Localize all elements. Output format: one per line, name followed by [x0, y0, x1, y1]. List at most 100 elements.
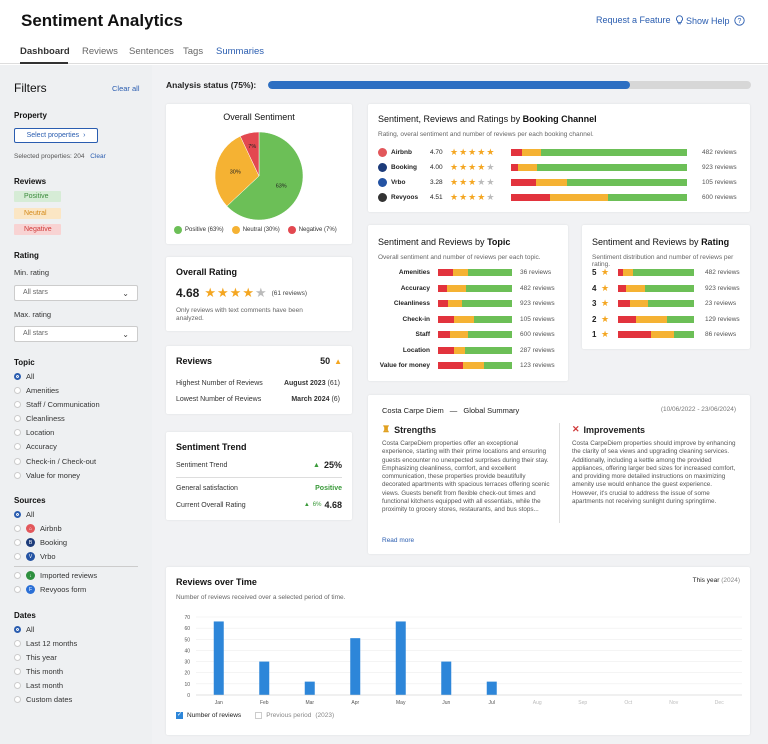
star-icon: ★ — [459, 162, 468, 172]
trend-value-row: ▲ 25% — [313, 460, 342, 470]
request-feature-link[interactable]: Request a Feature — [596, 15, 684, 25]
date-radio-this-year[interactable]: This year — [14, 653, 57, 662]
strengths-title: Strengths — [394, 424, 437, 435]
topic-label: Check-in / Check-out — [26, 457, 97, 466]
star-icon: ★ — [601, 329, 610, 339]
sentiment-bar — [618, 300, 694, 307]
legend-previous[interactable]: Previous period (2023) — [255, 712, 334, 719]
star-icon: ★ — [477, 147, 486, 157]
airbnb-icon — [378, 148, 387, 157]
topic-label: Location — [26, 428, 55, 437]
date-radio-custom[interactable]: Custom dates — [14, 695, 72, 704]
rating-reviews: 86 reviews — [705, 331, 737, 338]
source-label: All — [26, 510, 35, 519]
topic-heading: Topic — [14, 358, 35, 367]
title-prefix: Sentiment and Reviews by — [592, 237, 702, 247]
satisfaction-value: Positive — [315, 485, 342, 492]
star-icon: ★ — [204, 285, 217, 300]
clear-all-link[interactable]: Clear all — [112, 84, 140, 93]
topic-radio-accuracy[interactable]: Accuracy — [14, 442, 57, 451]
star-icon: ★ — [601, 313, 610, 324]
topic-radio-location[interactable]: Location — [14, 428, 54, 437]
period-selector[interactable]: This year (2024) — [693, 577, 740, 584]
selected-clear-link[interactable]: Clear — [90, 153, 106, 160]
pie-label: 63% — [276, 184, 287, 190]
topic-radio-checkin[interactable]: Check-in / Check-out — [14, 457, 96, 466]
divider — [176, 477, 342, 478]
sentiment-bar — [511, 194, 687, 201]
tab-dashboard[interactable]: Dashboard — [20, 46, 70, 57]
tab-reviews[interactable]: Reviews — [82, 46, 118, 57]
active-tab-indicator — [20, 62, 68, 64]
select-properties-button[interactable]: Select properties › — [14, 128, 98, 143]
radio-icon — [14, 472, 21, 479]
source-label: Vrbo — [40, 552, 56, 561]
date-radio-this-month[interactable]: This month — [14, 667, 63, 676]
topic-radio-amenities[interactable]: Amenities — [14, 386, 59, 395]
sentiment-pie-chart: 63% 30% 7% — [214, 131, 304, 221]
radio-icon — [14, 586, 21, 593]
show-help-link[interactable]: Show Help ? — [686, 15, 745, 26]
sentiment-bar — [438, 284, 512, 292]
source-radio-revyoos[interactable]: F Revyoos form — [14, 585, 86, 594]
topic-label: All — [26, 372, 35, 381]
star-icon: ★ — [229, 285, 242, 300]
topic-radio-value[interactable]: Value for money — [14, 471, 80, 480]
pie-label: 7% — [248, 144, 256, 150]
improvements-heading: ✕ Improvements — [572, 424, 645, 435]
chip-neutral[interactable]: Neutral — [14, 208, 61, 219]
channel-name: Airbnb — [391, 149, 412, 156]
radio-icon — [14, 443, 21, 450]
source-label: Airbnb — [40, 524, 62, 533]
topic-radio-cleanliness[interactable]: Cleanliness — [14, 414, 65, 423]
source-radio-airbnb[interactable]: ⌂ Airbnb — [14, 524, 62, 533]
tab-sentences[interactable]: Sentences — [129, 46, 174, 57]
read-more-link[interactable]: Read more — [382, 537, 415, 544]
topic-name: Cleanliness — [393, 300, 430, 307]
source-radio-booking[interactable]: B Booking — [14, 538, 67, 547]
period-label: This year — [692, 577, 720, 584]
topic-radio-all[interactable]: All — [14, 372, 34, 381]
checkbox-checked-icon: ✓ — [176, 712, 183, 719]
trend-up-icon: ▲ — [303, 502, 310, 508]
reviews-over-time-chart: 0 10 20 30 40 50 60 70 Jan Feb Mar Apr May Jun Jul Aug S… — [184, 615, 742, 706]
date-radio-last-month[interactable]: Last month — [14, 681, 63, 690]
period-year: (2024) — [721, 577, 740, 584]
source-radio-vrbo[interactable]: V Vrbo — [14, 552, 56, 561]
legend-current[interactable]: ✓ Number of reviews — [176, 712, 241, 719]
channel-rating: 3.28 — [430, 179, 443, 186]
legend-positive: Positive (63%) — [174, 226, 224, 234]
source-label: Imported reviews — [40, 571, 98, 580]
chip-negative[interactable]: Negative — [14, 224, 61, 235]
overall-rating-count: (61 reviews) — [271, 289, 308, 297]
topic-radio-staff[interactable]: Staff / Communication — [14, 400, 100, 409]
title-bold: Rating — [701, 237, 730, 247]
radio-icon — [14, 668, 21, 675]
sentiment-bar — [438, 331, 512, 338]
tab-summaries[interactable]: Summaries — [216, 46, 265, 57]
reviews-summary-card: Reviews 50 ▲ Highest Number of Reviews A… — [166, 346, 352, 414]
topic-reviews: 123 reviews — [520, 362, 555, 369]
date-radio-all[interactable]: All — [14, 625, 34, 634]
legend-previous-label: Previous period — [266, 712, 312, 719]
tab-tags[interactable]: Tags — [183, 46, 204, 57]
min-rating-select[interactable]: All stars ⌄ — [14, 285, 138, 301]
date-label: Last 12 months — [26, 639, 78, 648]
sentiment-bar-neu — [651, 331, 675, 338]
max-rating-select[interactable]: All stars ⌄ — [14, 326, 138, 342]
x-tick-label: Aug — [533, 700, 542, 706]
source-radio-imported[interactable]: ↓ Imported reviews — [14, 571, 97, 580]
date-radio-last-12[interactable]: Last 12 months — [14, 639, 77, 648]
topic-label: Value for money — [26, 471, 81, 480]
chip-positive[interactable]: Positive — [14, 191, 61, 202]
negative-face-icon — [287, 226, 296, 234]
trend-label: Sentiment Trend — [176, 462, 228, 469]
highest-extra: (61) — [327, 380, 340, 387]
sentiment-legend: Positive (63%) Neutral (30%) Negative (7… — [174, 226, 337, 234]
sentiment-bar-neg — [618, 315, 637, 323]
pie-slice — [226, 131, 304, 221]
source-radio-all[interactable]: All — [14, 510, 34, 519]
star-empty-icon: ★ — [486, 192, 495, 202]
sentiment-bar — [438, 315, 512, 323]
main-tabs: Dashboard Reviews Sentences Tags Summari… — [0, 40, 768, 64]
